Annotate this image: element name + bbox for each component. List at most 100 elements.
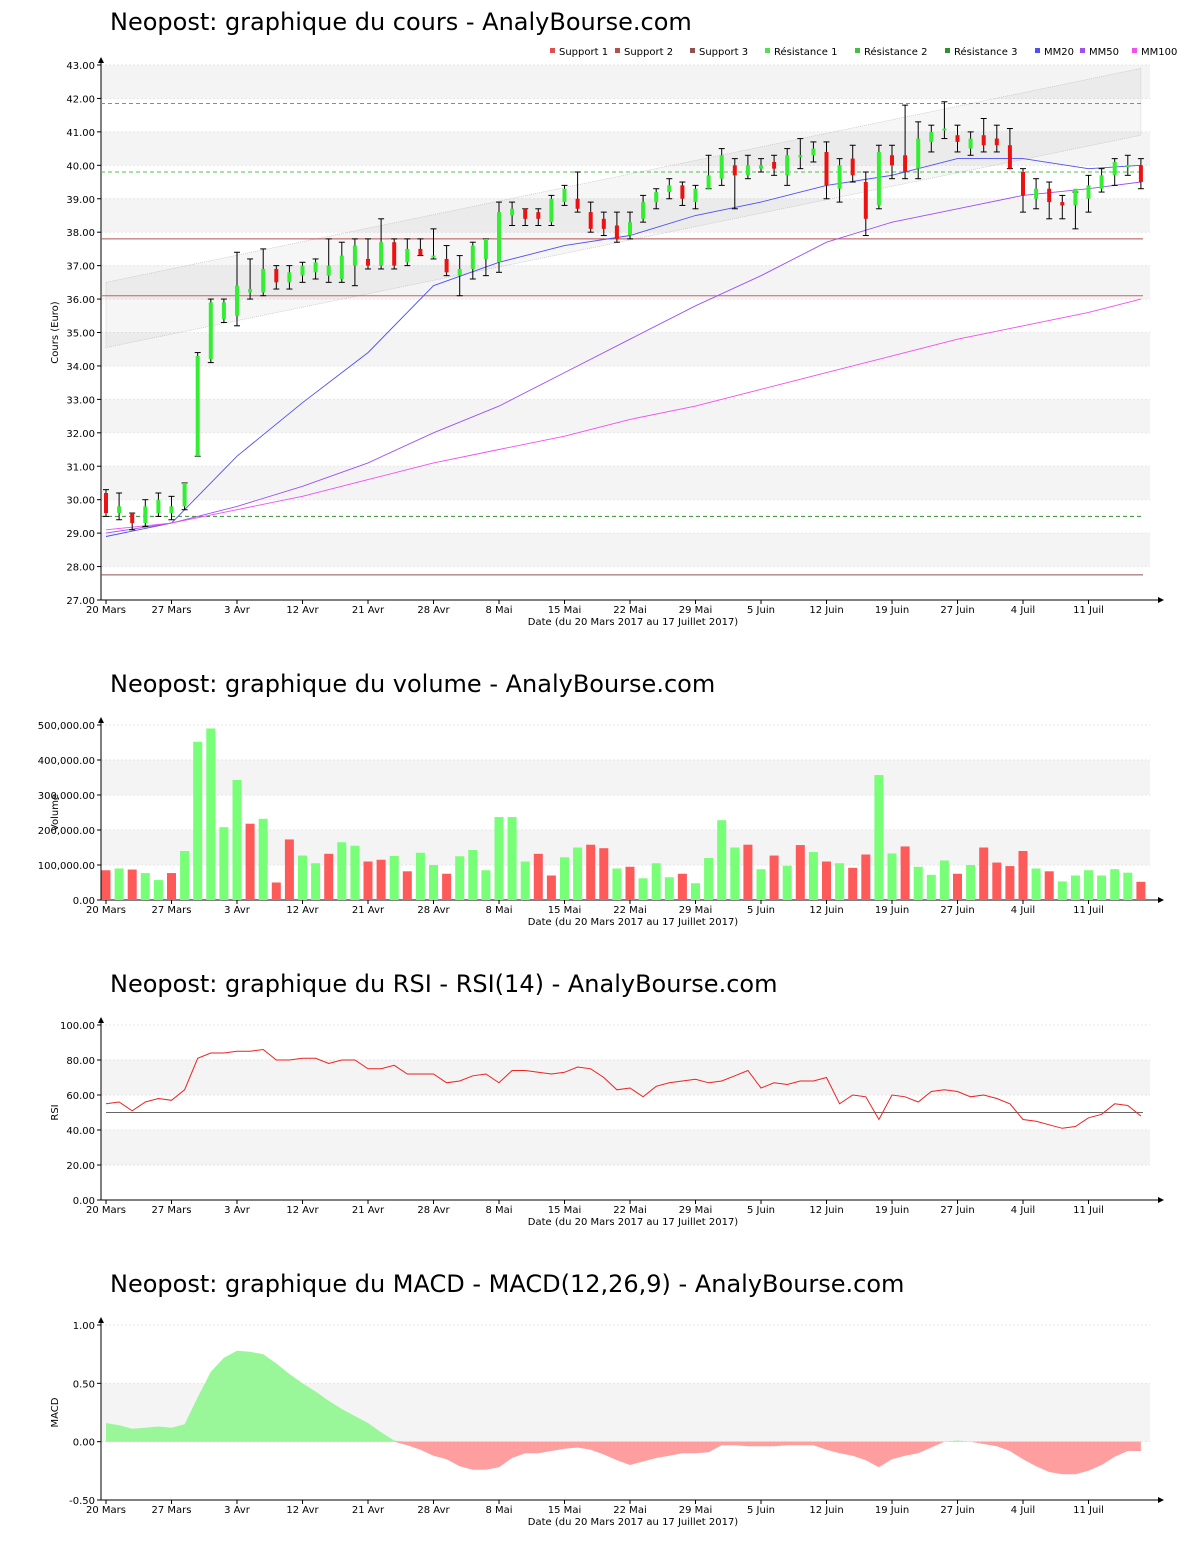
macd-x-axis-label: Date (du 20 Mars 2017 au 17 Juillet 2017… [528, 1517, 739, 1528]
price-candle-body [968, 138, 973, 149]
volume-y-axis-label: Volume [50, 794, 61, 831]
macd-y-axis-arrow [98, 1317, 104, 1323]
volume-bar [835, 863, 845, 900]
price-candle-body [221, 302, 226, 320]
macd-positive-area [106, 1350, 1141, 1442]
rsi-x-tick-label: 27 Mars [152, 1205, 192, 1216]
price-candle-body [549, 198, 554, 223]
rsi-x-axis-arrow [1158, 1197, 1164, 1203]
macd-x-tick-label: 11 Juil [1073, 1505, 1104, 1516]
price-candle-body [1047, 188, 1052, 203]
macd-y-tick-label: 0.50 [73, 1379, 95, 1390]
price-legend-swatch [615, 48, 620, 53]
macd-x-tick-label: 29 Mai [679, 1505, 712, 1516]
price-legend-swatch [855, 48, 860, 53]
rsi-x-tick-label: 27 Juin [940, 1205, 974, 1216]
price-candle-body [903, 155, 908, 172]
macd-x-axis-arrow [1158, 1497, 1164, 1503]
price-y-tick-label: 31.00 [66, 462, 95, 473]
volume-bar [507, 817, 517, 900]
volume-bar [887, 853, 897, 900]
volume-bar [153, 880, 163, 900]
volume-bar [415, 852, 425, 900]
price-candle-body [929, 131, 934, 142]
price-grid-band [101, 533, 1150, 567]
volume-x-tick-label: 5 Juin [747, 905, 775, 916]
price-y-tick-label: 40.00 [66, 161, 95, 172]
rsi-x-tick-label: 3 Avr [224, 1205, 251, 1216]
volume-x-tick-label: 22 Mai [613, 905, 646, 916]
price-x-tick-label: 21 Avr [352, 605, 385, 616]
price-candle-body [837, 165, 842, 189]
rsi-y-tick-label: 40.00 [66, 1126, 95, 1137]
volume-bar [284, 839, 294, 900]
rsi-y-tick-label: 80.00 [66, 1056, 95, 1067]
price-candle-body [719, 155, 724, 179]
volume-bar [271, 882, 281, 900]
price-candle-body [130, 513, 135, 524]
macd-x-tick-label: 15 Mai [548, 1505, 581, 1516]
macd-x-tick-label: 4 Juil [1011, 1505, 1035, 1516]
rsi-y-axis-label: RSI [50, 1104, 61, 1120]
price-candle-body [798, 155, 803, 158]
price-candle-body [876, 151, 881, 206]
price-legend-label: MM50 [1089, 47, 1119, 58]
volume-bar [979, 847, 989, 900]
price-x-tick-label: 22 Mai [613, 605, 646, 616]
price-candle-body [431, 255, 436, 258]
macd-y-axis-label: MACD [50, 1397, 61, 1427]
price-candle-body [1073, 188, 1078, 206]
volume-x-tick-label: 27 Mars [152, 905, 192, 916]
volume-x-tick-label: 8 Mai [485, 905, 512, 916]
price-y-tick-label: 43.00 [66, 61, 95, 72]
price-candle-body [1112, 161, 1117, 176]
price-candle-body [680, 185, 685, 199]
price-grid-band [101, 198, 1150, 233]
price-candle-body [156, 499, 161, 514]
price-grid-band [101, 332, 1150, 366]
price-candle-body [745, 165, 750, 176]
volume-bar [704, 858, 714, 900]
volume-bar [1018, 851, 1028, 900]
volume-bar [193, 741, 203, 900]
volume-x-tick-label: 20 Mars [86, 905, 126, 916]
volume-x-tick-label: 12 Avr [286, 905, 319, 916]
price-candle-body [444, 258, 449, 273]
volume-bar [822, 861, 831, 900]
volume-bar [389, 855, 399, 900]
price-grid-band [101, 399, 1150, 433]
macd-x-tick-label: 22 Mai [613, 1505, 646, 1516]
rsi-x-tick-label: 11 Juil [1073, 1205, 1104, 1216]
price-candle-body [366, 258, 370, 266]
volume-x-tick-label: 27 Juin [940, 905, 974, 916]
price-y-tick-label: 33.00 [66, 395, 95, 406]
volume-bar [324, 853, 334, 900]
price-candle-body [1099, 175, 1104, 189]
rsi-x-tick-label: 15 Mai [548, 1205, 581, 1216]
rsi-y-tick-label: 60.00 [66, 1091, 95, 1102]
price-grid-band [101, 65, 1150, 99]
rsi-x-tick-label: 21 Avr [352, 1205, 385, 1216]
volume-bar [245, 823, 255, 900]
price-y-tick-label: 27.00 [66, 596, 95, 607]
rsi-grid-band [101, 1060, 1150, 1095]
price-grid-band [101, 466, 1150, 500]
volume-bar [586, 844, 596, 900]
volume-y-tick-label: 300,000.00 [38, 791, 95, 802]
rsi-chart-title: Neopost: graphique du RSI - RSI(14) - An… [110, 970, 778, 998]
volume-grid-band [101, 830, 1150, 865]
volume-bar [560, 857, 569, 900]
price-legend-label: MM20 [1044, 47, 1074, 58]
price-y-tick-label: 32.00 [66, 429, 95, 440]
volume-y-tick-label: 400,000.00 [38, 756, 95, 767]
volume-bar [114, 868, 124, 900]
macd-y-tick-label: -0.50 [69, 1496, 95, 1507]
price-x-tick-label: 3 Avr [224, 605, 251, 616]
price-y-axis-arrow [98, 57, 104, 63]
price-y-tick-label: 28.00 [66, 563, 95, 574]
price-legend-swatch [1035, 48, 1040, 53]
macd-x-tick-label: 5 Juin [747, 1505, 775, 1516]
volume-bar [756, 869, 766, 900]
volume-x-tick-label: 4 Juil [1011, 905, 1035, 916]
price-y-tick-label: 34.00 [66, 362, 95, 373]
